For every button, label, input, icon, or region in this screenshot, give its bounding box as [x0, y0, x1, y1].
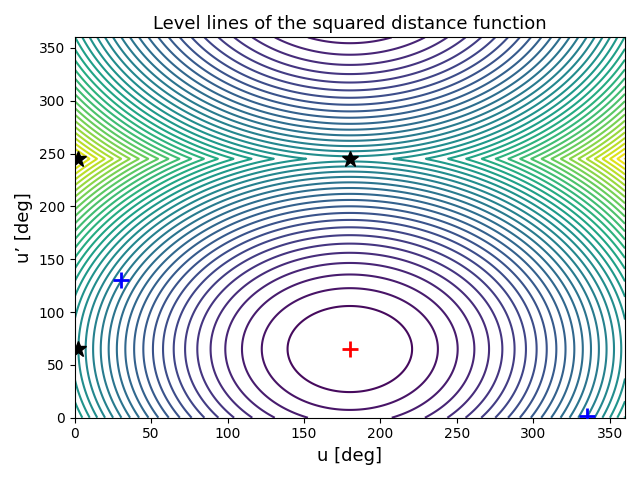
Y-axis label: u’ [deg]: u’ [deg]	[15, 192, 33, 263]
X-axis label: u [deg]: u [deg]	[317, 447, 382, 465]
Title: Level lines of the squared distance function: Level lines of the squared distance func…	[153, 15, 547, 33]
